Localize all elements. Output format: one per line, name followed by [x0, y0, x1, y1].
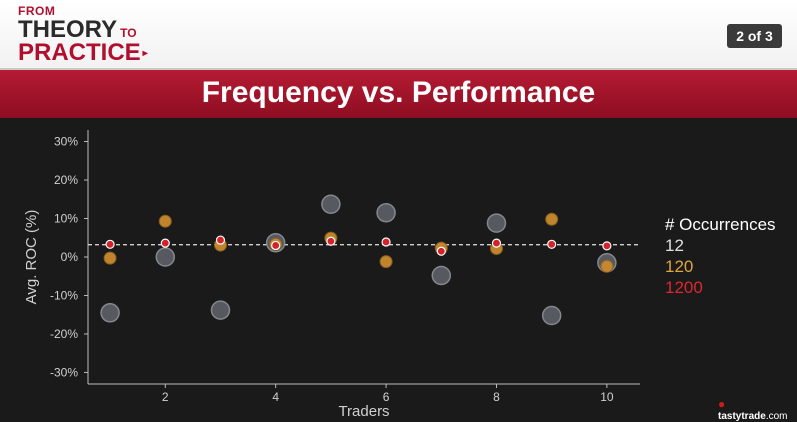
- play-arrow-icon: ▸: [142, 47, 148, 59]
- point-series-12: [155, 247, 176, 267]
- legend-entry-120: 120: [665, 257, 694, 276]
- logo-line-theory: THEORY: [18, 16, 118, 43]
- logo-line-to: TO: [120, 26, 137, 40]
- y-tick-label: -30%: [50, 365, 78, 379]
- point-series-12: [486, 213, 507, 233]
- x-tick-label: 6: [383, 390, 390, 404]
- brand-logo: FROM THEORY TO PRACTICE ▸: [18, 5, 148, 65]
- y-axis-label: Avg. ROC (%): [23, 210, 40, 305]
- point-series-1200: [105, 239, 115, 249]
- point-series-1200: [436, 246, 446, 256]
- point-series-120: [545, 212, 559, 226]
- x-tick-label: 8: [493, 390, 500, 404]
- logo-line-from: FROM: [18, 4, 56, 18]
- x-tick-label: 2: [162, 390, 169, 404]
- point-series-120: [379, 255, 393, 269]
- point-series-12: [541, 305, 562, 326]
- point-series-12: [100, 303, 120, 323]
- y-tick-label: 30%: [54, 135, 78, 149]
- point-series-12: [210, 300, 231, 320]
- point-series-120: [103, 251, 117, 265]
- title-banner: Frequency vs. Performance: [0, 68, 797, 118]
- legend-entry-12: 12: [665, 236, 684, 255]
- point-series-1200: [160, 238, 170, 248]
- chart-legend: # Occurrences 12 120 1200: [665, 214, 776, 298]
- page-indicator-badge: 2 of 3: [727, 24, 782, 48]
- point-series-1200: [271, 240, 281, 251]
- header-bar: FROM THEORY TO PRACTICE ▸ 2 of 3: [0, 0, 797, 68]
- chart-axes: 30% 20% 10% 0% -10% -20% -30% 2 4 6 8 10 Traders Avg.…: [23, 130, 640, 420]
- tastytrade-watermark: ● tastytrade.com: [718, 397, 797, 422]
- y-tick-label: -20%: [50, 327, 78, 341]
- point-series-1200: [602, 241, 612, 251]
- legend-entry-1200: 1200: [665, 278, 703, 297]
- watermark-suffix: .com: [765, 411, 788, 422]
- watermark-name: tastytrade: [718, 411, 766, 422]
- point-series-1200: [326, 236, 336, 246]
- series-120-group: [103, 212, 614, 273]
- scatter-chart: 30% 20% 10% 0% -10% -20% -30% 2 4 6 8 10 Traders Avg.…: [23, 130, 640, 420]
- series-1200-group: [105, 235, 612, 256]
- cherry-icon: ●: [718, 397, 726, 411]
- point-series-1200: [547, 239, 557, 249]
- x-tick-label: 10: [600, 390, 614, 404]
- logo-line-practice: PRACTICE: [18, 39, 141, 66]
- point-series-12: [321, 194, 341, 215]
- series-12-group: [100, 194, 617, 326]
- y-tick-label: 20%: [54, 173, 78, 187]
- y-tick-label: -10%: [50, 288, 78, 302]
- y-tick-label: 0%: [61, 250, 79, 264]
- chart-area: 30% 20% 10% 0% -10% -20% -30% 2 4 6 8 10 Traders Avg.…: [0, 118, 797, 422]
- page-title: Frequency vs. Performance: [201, 76, 596, 109]
- legend-title: # Occurrences: [665, 215, 776, 234]
- point-series-120: [600, 259, 614, 273]
- point-series-1200: [491, 238, 502, 248]
- point-series-1200: [381, 237, 391, 247]
- y-tick-label: 10%: [54, 212, 78, 226]
- point-series-120: [158, 214, 172, 228]
- x-tick-label: 4: [272, 390, 279, 404]
- x-axis-label: Traders: [338, 403, 389, 420]
- point-series-12: [431, 265, 452, 286]
- point-series-1200: [215, 235, 226, 245]
- point-series-12: [376, 202, 396, 223]
